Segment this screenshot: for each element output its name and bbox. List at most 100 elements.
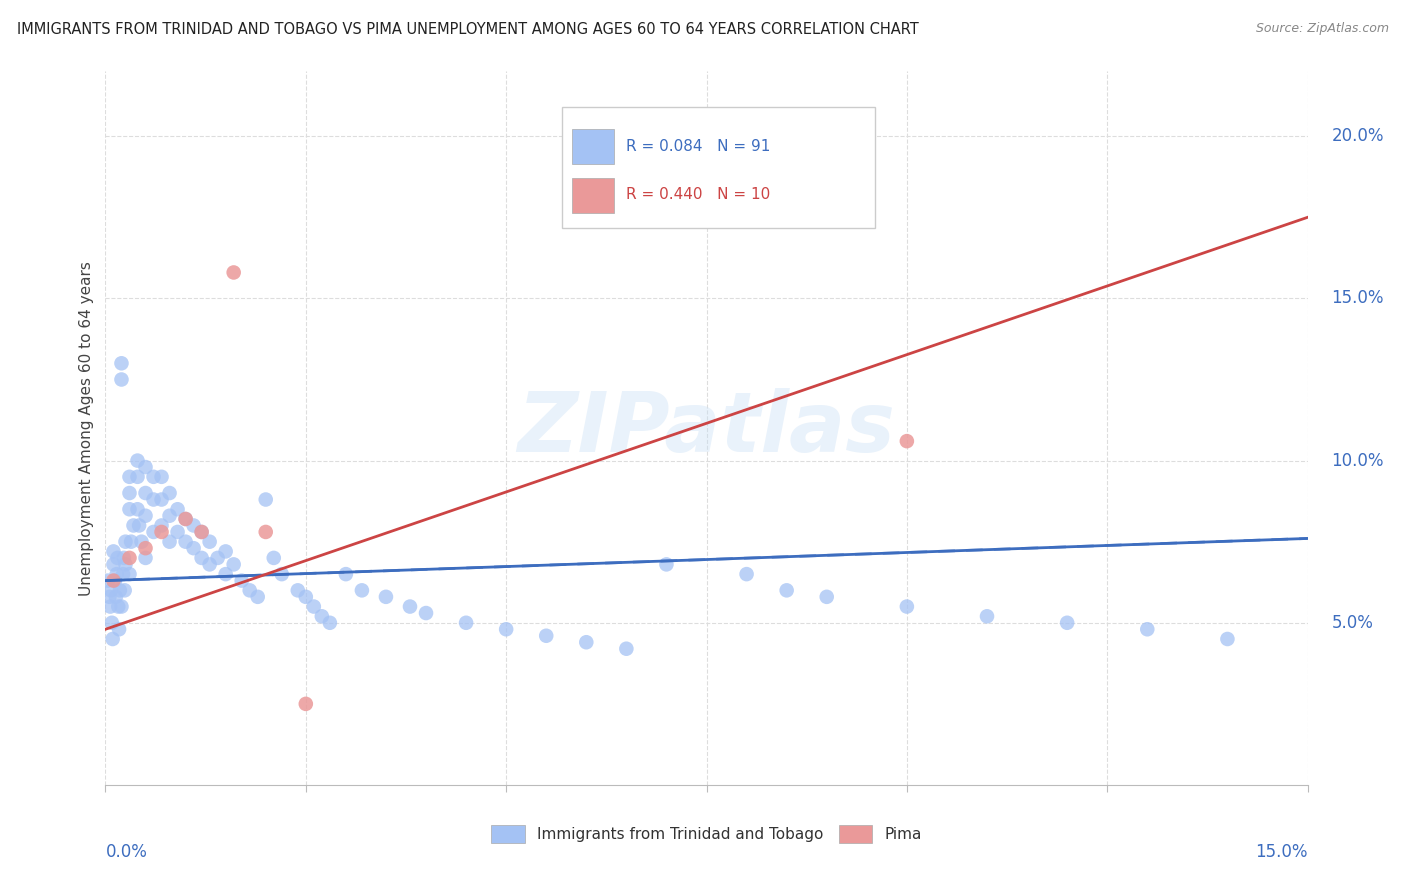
Point [183, 518, 205, 533]
Point [190, 550, 212, 565]
Point [103, 558, 125, 572]
Point [190, 524, 212, 539]
Point [302, 599, 325, 614]
Point [335, 567, 357, 582]
Text: ZIPatlas: ZIPatlas [517, 388, 896, 468]
Point [214, 544, 236, 558]
Text: Source: ZipAtlas.com: Source: ZipAtlas.com [1256, 22, 1389, 36]
Point [112, 567, 135, 582]
Point [246, 590, 269, 604]
Point [231, 574, 253, 588]
Point [110, 372, 132, 386]
Text: 5.0%: 5.0% [1331, 614, 1374, 632]
Point [454, 615, 477, 630]
Point [114, 583, 136, 598]
Point [150, 524, 173, 539]
Point [135, 508, 157, 523]
Point [150, 492, 173, 507]
Point [118, 567, 141, 582]
Point [103, 574, 125, 588]
Point [108, 622, 131, 636]
Point [120, 534, 142, 549]
Point [222, 265, 245, 279]
Point [896, 599, 918, 614]
Point [655, 558, 678, 572]
Point [415, 606, 437, 620]
Point [142, 524, 165, 539]
Point [112, 550, 135, 565]
Y-axis label: Unemployment Among Ages 60 to 64 years: Unemployment Among Ages 60 to 64 years [79, 260, 94, 596]
Text: R = 0.084   N = 91: R = 0.084 N = 91 [626, 139, 770, 153]
Point [104, 574, 127, 588]
Point [142, 470, 165, 484]
Point [107, 599, 129, 614]
Point [1056, 615, 1078, 630]
Point [776, 583, 799, 598]
Point [150, 518, 173, 533]
Point [1216, 632, 1239, 646]
Point [118, 486, 141, 500]
Point [159, 486, 181, 500]
Point [735, 567, 758, 582]
Point [350, 583, 373, 598]
FancyBboxPatch shape [562, 107, 875, 228]
Point [105, 567, 128, 582]
Point [815, 590, 838, 604]
FancyBboxPatch shape [572, 129, 614, 164]
Point [190, 524, 212, 539]
Point [135, 486, 157, 500]
Point [135, 550, 157, 565]
Point [101, 632, 124, 646]
Point [98, 599, 121, 614]
Point [122, 518, 145, 533]
Point [108, 583, 131, 598]
Point [214, 567, 236, 582]
Text: 15.0%: 15.0% [1256, 843, 1308, 862]
Point [896, 434, 918, 449]
Point [104, 590, 127, 604]
Point [128, 518, 150, 533]
Point [142, 492, 165, 507]
Point [110, 599, 132, 614]
Point [118, 470, 141, 484]
Point [534, 629, 557, 643]
Point [107, 550, 129, 565]
Point [98, 590, 121, 604]
Point [198, 558, 221, 572]
Point [1136, 622, 1159, 636]
Point [254, 492, 277, 507]
Point [207, 550, 229, 565]
Point [101, 615, 124, 630]
Point [495, 622, 517, 636]
Text: 0.0%: 0.0% [105, 843, 148, 862]
Text: R = 0.440   N = 10: R = 0.440 N = 10 [626, 187, 770, 202]
Point [103, 544, 125, 558]
Point [159, 534, 181, 549]
Point [159, 508, 181, 523]
Point [118, 550, 141, 565]
FancyBboxPatch shape [572, 178, 614, 212]
Point [174, 534, 197, 549]
Point [114, 534, 136, 549]
Point [399, 599, 422, 614]
Point [150, 470, 173, 484]
Point [295, 697, 318, 711]
Point [295, 590, 318, 604]
Point [976, 609, 998, 624]
Point [127, 470, 149, 484]
Point [270, 567, 292, 582]
Text: 10.0%: 10.0% [1331, 451, 1384, 469]
Point [198, 534, 221, 549]
Point [100, 583, 122, 598]
Point [135, 460, 157, 475]
Point [311, 609, 333, 624]
Point [127, 453, 149, 467]
Point [135, 541, 157, 556]
Point [131, 534, 153, 549]
Point [118, 502, 141, 516]
Text: 15.0%: 15.0% [1331, 289, 1384, 308]
Point [616, 641, 638, 656]
Point [254, 524, 277, 539]
Point [114, 558, 136, 572]
Point [174, 512, 197, 526]
